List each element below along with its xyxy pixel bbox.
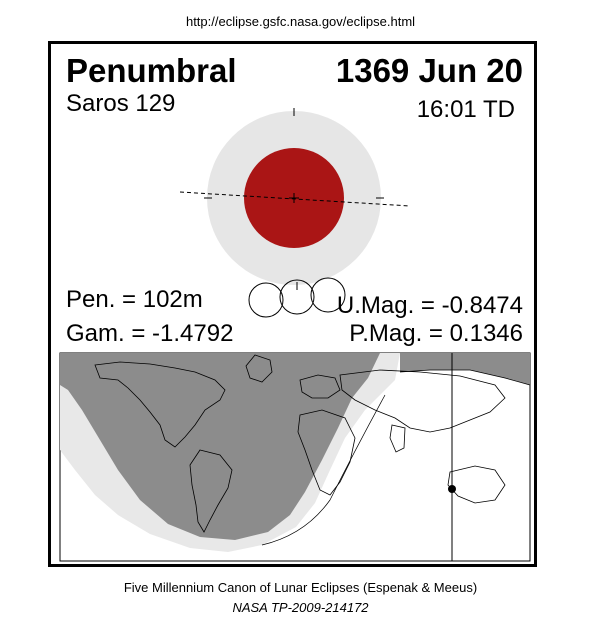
eclipse-panel bbox=[48, 41, 537, 567]
south-america bbox=[189, 449, 233, 533]
eclipse-type: Penumbral bbox=[66, 52, 237, 89]
footer-publication: NASA TP-2009-214172 bbox=[232, 600, 369, 615]
source-url[interactable]: http://eclipse.gsfc.nasa.gov/eclipse.htm… bbox=[185, 14, 416, 29]
india bbox=[389, 424, 406, 453]
umbra-scale-circle bbox=[248, 282, 284, 318]
eclipse-time: 16:01 TD bbox=[416, 96, 515, 123]
penumbral-magnitude: P.Mag. = 0.1346 bbox=[349, 320, 523, 347]
moon-path bbox=[179, 191, 411, 207]
night-zone bbox=[400, 353, 530, 385]
penumbral-duration: Pen. = 102m bbox=[66, 286, 203, 313]
gamma-value: Gam. = -1.4792 bbox=[66, 320, 234, 347]
footer-canon: Five Millennium Canon of Lunar Eclipses … bbox=[123, 580, 478, 595]
umbra-scale-circle bbox=[279, 279, 315, 315]
umbra-scale-circle bbox=[310, 277, 346, 313]
saros-number: Saros 129 bbox=[66, 90, 176, 117]
greatest-eclipse-marker bbox=[448, 485, 456, 493]
north-america bbox=[94, 361, 226, 448]
visibility-boundary bbox=[261, 394, 386, 546]
europe bbox=[299, 374, 341, 399]
world-map bbox=[59, 352, 531, 562]
asia bbox=[339, 369, 506, 433]
umbral-magnitude: U.Mag. = -0.8474 bbox=[336, 292, 523, 319]
visibility-boundary bbox=[399, 369, 531, 386]
greenland bbox=[245, 354, 273, 383]
continent-outlines bbox=[94, 354, 506, 533]
africa bbox=[297, 409, 356, 496]
eclipse-date: 1369 Jun 20 bbox=[335, 52, 523, 89]
